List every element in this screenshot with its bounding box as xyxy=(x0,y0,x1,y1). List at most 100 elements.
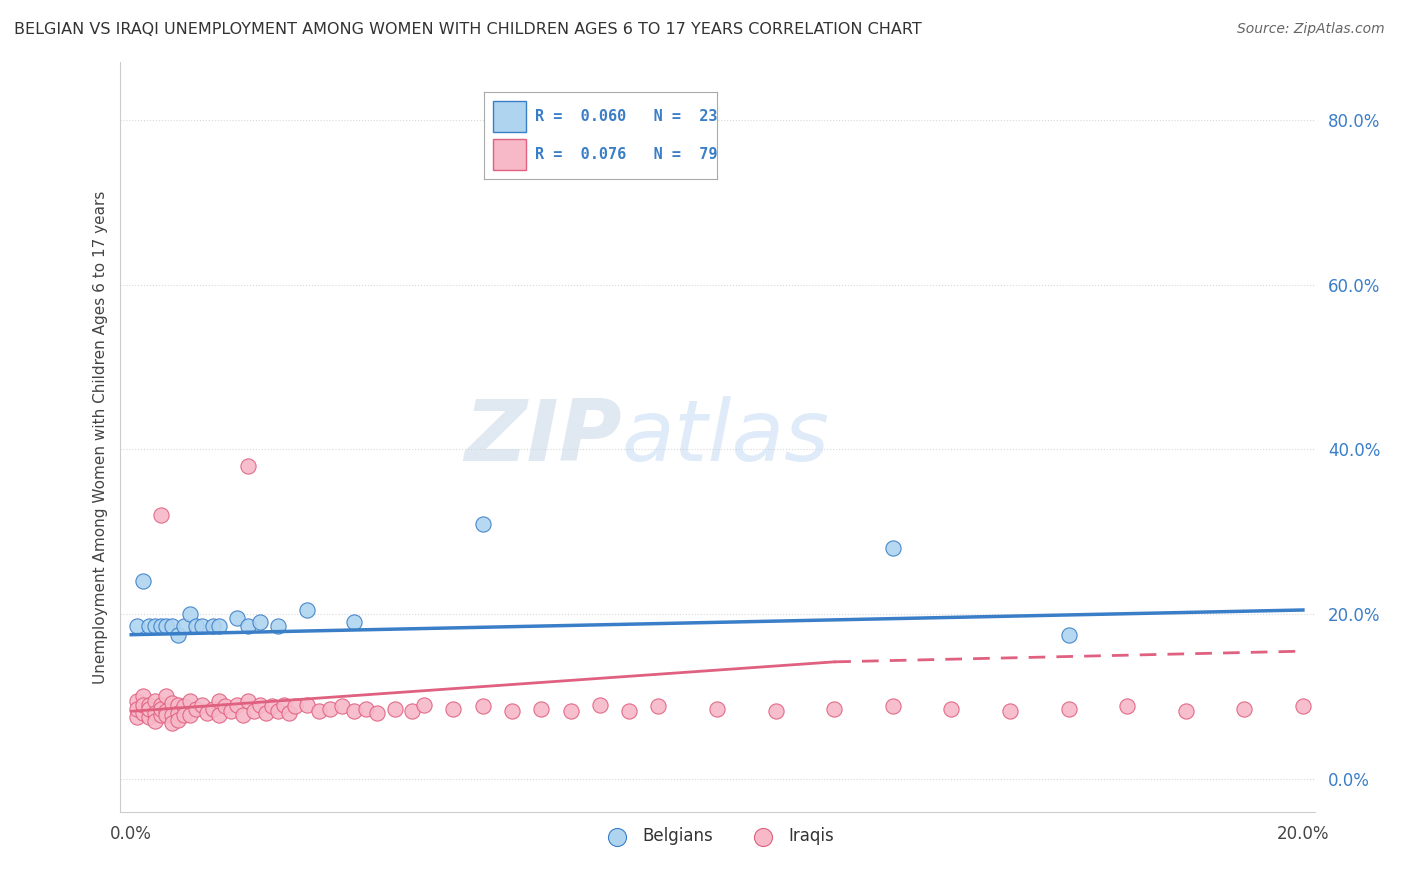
Point xyxy=(647,699,669,714)
Point xyxy=(173,619,195,633)
Point xyxy=(998,704,1021,718)
Point xyxy=(471,699,494,714)
Point xyxy=(167,713,190,727)
Point xyxy=(155,707,177,722)
Point xyxy=(179,607,201,621)
Point xyxy=(143,706,166,720)
Point xyxy=(132,574,155,589)
Point xyxy=(589,698,612,712)
Point xyxy=(214,699,236,714)
Point xyxy=(127,710,149,724)
Point xyxy=(155,619,177,633)
Point xyxy=(197,706,219,720)
Point xyxy=(190,698,212,712)
Point xyxy=(501,704,523,718)
Point xyxy=(143,714,166,728)
Point xyxy=(127,702,149,716)
Point xyxy=(179,707,201,722)
Point xyxy=(882,699,904,714)
Point xyxy=(278,706,301,720)
Point xyxy=(225,611,247,625)
Point xyxy=(941,702,963,716)
Point xyxy=(530,702,553,716)
Legend: Belgians, Iraqis: Belgians, Iraqis xyxy=(593,821,841,852)
Text: ZIP: ZIP xyxy=(464,395,621,479)
Point xyxy=(190,619,212,633)
Y-axis label: Unemployment Among Women with Children Ages 6 to 17 years: Unemployment Among Women with Children A… xyxy=(93,190,108,684)
Point xyxy=(384,702,406,716)
Point xyxy=(184,702,207,716)
Point xyxy=(273,698,295,712)
Point xyxy=(143,619,166,633)
Text: Source: ZipAtlas.com: Source: ZipAtlas.com xyxy=(1237,22,1385,37)
Point xyxy=(295,603,318,617)
Point xyxy=(249,698,271,712)
Point xyxy=(295,698,318,712)
Point xyxy=(1233,702,1256,716)
Point xyxy=(267,704,290,718)
Point xyxy=(208,693,231,707)
Point xyxy=(202,702,225,716)
Point xyxy=(238,458,260,473)
Point xyxy=(238,693,260,707)
Point xyxy=(284,699,307,714)
Point xyxy=(167,706,190,720)
Point xyxy=(401,704,423,718)
Text: atlas: atlas xyxy=(621,395,830,479)
Point xyxy=(143,693,166,707)
Point xyxy=(308,704,330,718)
Point xyxy=(765,704,787,718)
Point xyxy=(162,715,183,730)
Point xyxy=(155,704,177,718)
Point xyxy=(260,699,283,714)
Point xyxy=(149,698,172,712)
Point xyxy=(1292,699,1315,714)
Point xyxy=(149,508,172,523)
Point xyxy=(619,704,641,718)
Point xyxy=(179,693,201,707)
Point xyxy=(441,702,464,716)
Point xyxy=(249,615,271,630)
Point xyxy=(208,707,231,722)
Point xyxy=(138,619,160,633)
Point xyxy=(173,699,195,714)
Point xyxy=(184,619,207,633)
Point xyxy=(138,702,160,716)
Point xyxy=(149,707,172,722)
Point xyxy=(132,698,155,712)
Point xyxy=(231,707,254,722)
Point xyxy=(127,693,149,707)
Point xyxy=(343,615,366,630)
Point xyxy=(219,704,242,718)
Point xyxy=(1057,628,1080,642)
Point xyxy=(208,619,231,633)
Point xyxy=(882,541,904,556)
Point xyxy=(149,702,172,716)
Point xyxy=(138,710,160,724)
Point xyxy=(162,707,183,722)
Point xyxy=(1116,699,1139,714)
Text: BELGIAN VS IRAQI UNEMPLOYMENT AMONG WOMEN WITH CHILDREN AGES 6 TO 17 YEARS CORRE: BELGIAN VS IRAQI UNEMPLOYMENT AMONG WOME… xyxy=(14,22,922,37)
Point xyxy=(330,699,353,714)
Point xyxy=(238,619,260,633)
Point xyxy=(155,690,177,704)
Point xyxy=(202,619,225,633)
Point xyxy=(167,628,190,642)
Point xyxy=(343,704,366,718)
Point xyxy=(173,707,195,722)
Point xyxy=(254,706,277,720)
Point xyxy=(823,702,845,716)
Point xyxy=(132,690,155,704)
Point xyxy=(127,619,149,633)
Point xyxy=(471,516,494,531)
Point xyxy=(162,619,183,633)
Point xyxy=(366,706,388,720)
Point xyxy=(706,702,728,716)
Point xyxy=(1174,704,1197,718)
Point xyxy=(319,702,342,716)
Point xyxy=(413,698,436,712)
Point xyxy=(267,619,290,633)
Point xyxy=(149,619,172,633)
Point xyxy=(167,698,190,712)
Point xyxy=(560,704,582,718)
